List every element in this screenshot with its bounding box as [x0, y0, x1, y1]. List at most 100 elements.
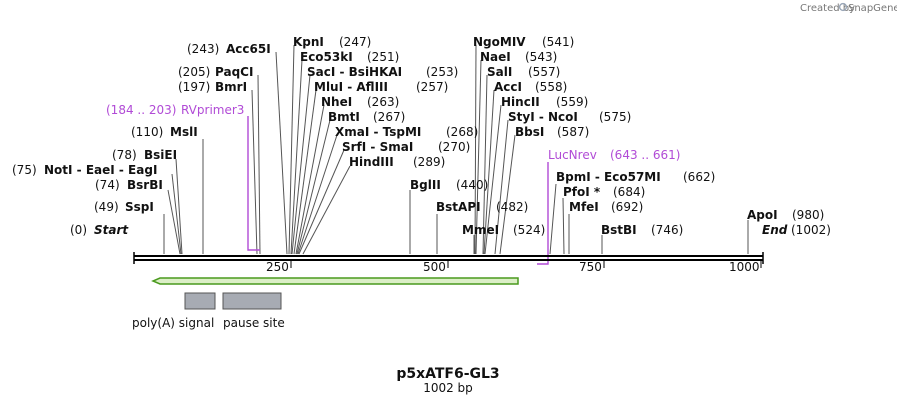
site-paqci-pos: (205)	[178, 65, 210, 79]
leader-kpni	[288, 44, 295, 255]
leader-paqci	[257, 74, 261, 255]
site-styi-name: StyI - NcoI	[508, 110, 578, 124]
ruler-label-750: 750	[579, 260, 602, 274]
site-mfei-pos: (692)	[611, 200, 643, 214]
site-bstbi-pos: (746)	[651, 223, 683, 237]
primer-rvprimer3-bracket	[247, 116, 260, 251]
site-bmti-pos: (267)	[373, 110, 405, 124]
end-label: End	[762, 223, 788, 237]
leader-mlui	[293, 89, 317, 255]
end-position: (1002)	[791, 223, 831, 237]
site-bstapi-pos: (482)	[496, 200, 528, 214]
ruler-ticks	[290, 260, 762, 268]
site-bstbi-name: BstBI	[601, 223, 637, 237]
site-msli-name: MslI	[170, 125, 198, 139]
site-hincii-pos: (559)	[556, 95, 588, 109]
site-sali-pos: (557)	[528, 65, 560, 79]
site-acc65i-pos: (243)	[187, 42, 219, 56]
site-nhei-pos: (263)	[367, 95, 399, 109]
site-naei-name: NaeI	[480, 50, 511, 64]
site-noti-name: NotI - EaeI - EagI	[44, 163, 157, 177]
plasmid-name: p5xATF6-GL3	[396, 366, 499, 382]
site-saci-pos: (253)	[426, 65, 458, 79]
leader-bsrbi	[167, 189, 181, 255]
site-bglii-name: BglII	[410, 178, 441, 192]
feature-polya-signal-label: poly(A) signal	[132, 316, 214, 330]
site-bsrbi-name: BsrBI	[127, 178, 163, 192]
site-bmri-pos: (197)	[178, 80, 210, 94]
site-bbsi-name: BbsI	[515, 125, 544, 139]
primer-rvprimer3-range: (184 .. 203)	[106, 103, 176, 117]
site-mmei-pos: (524)	[513, 223, 545, 237]
primer-lucnrev-bracket	[537, 162, 549, 265]
feature-pause-site-label: pause site	[223, 316, 285, 330]
feature-pause-site-box	[222, 292, 282, 310]
site-mlui-pos: (257)	[416, 80, 448, 94]
site-sspi-name: SspI	[125, 200, 154, 214]
ruler-label-1000: 1000	[729, 260, 760, 274]
leader-acci	[483, 89, 495, 255]
site-noti-pos: (75)	[12, 163, 37, 177]
site-srfi-pos: (270)	[438, 140, 470, 154]
site-ngomiv-pos: (541)	[542, 35, 574, 49]
snapgene-logo-icon	[838, 2, 848, 12]
site-hindiii-name: HindIII	[349, 155, 394, 169]
leader-bpmi	[549, 183, 557, 255]
site-apoi-name: ApoI	[747, 208, 778, 222]
site-leader-lines	[163, 44, 749, 255]
leader-styi	[494, 119, 509, 255]
site-styi-pos: (575)	[599, 110, 631, 124]
site-bpmi-pos: (662)	[683, 170, 715, 184]
start-label: Start	[94, 223, 129, 237]
site-acci-name: AccI	[494, 80, 522, 94]
site-nhei-name: NheI	[321, 95, 352, 109]
site-apoi-pos: (980)	[792, 208, 824, 222]
feature-polya-signal-box	[184, 292, 216, 310]
leader-bsiei	[175, 158, 183, 255]
site-xmai-pos: (268)	[446, 125, 478, 139]
ruler-label-500: 500	[423, 260, 446, 274]
site-bbsi-pos: (587)	[557, 125, 589, 139]
site-ngomiv-name: NgoMIV	[473, 35, 526, 49]
leader-hindiii	[302, 165, 351, 255]
leader-ngomiv	[474, 44, 477, 255]
site-sali-name: SalI	[487, 65, 512, 79]
ruler-label-250: 250	[266, 260, 289, 274]
reverse-feature-arrow	[151, 277, 519, 285]
leader-bmti	[296, 119, 331, 255]
site-bsiei-pos: (78)	[112, 148, 137, 162]
leader-srfi	[298, 149, 345, 255]
site-mlui-name: MluI - AflIII	[314, 80, 388, 94]
leader-bmri	[251, 89, 258, 255]
site-mfei-name: MfeI	[569, 200, 599, 214]
site-xmai-name: XmaI - TspMI	[335, 125, 421, 139]
leader-xmai	[297, 134, 338, 255]
leader-naei	[475, 59, 482, 255]
site-acci-pos: (558)	[535, 80, 567, 94]
leader-pfoi	[562, 197, 565, 255]
plasmid-length: 1002 bp	[423, 381, 473, 395]
leader-eco53ki	[290, 59, 303, 255]
site-pfoi-pos: (684)	[613, 185, 645, 199]
site-kpni-pos: (247)	[339, 35, 371, 49]
leader-sali	[482, 74, 488, 255]
leader-noti	[171, 173, 182, 255]
leader-bbsi	[499, 134, 516, 255]
credit-prefix: Created by	[800, 3, 855, 14]
site-bglii-pos: (440)	[456, 178, 488, 192]
site-bsrbi-pos: (74)	[95, 178, 120, 192]
site-bpmi-name: BpmI - Eco57MI	[556, 170, 661, 184]
site-saci-name: SacI - BsiHKAI	[307, 65, 402, 79]
leader-hincii	[484, 104, 502, 255]
site-naei-pos: (543)	[525, 50, 557, 64]
site-bstapi-name: BstAPI	[436, 200, 481, 214]
site-pfoi-name: PfoI *	[563, 185, 601, 199]
primer-rvprimer3-name: RVprimer3	[181, 103, 244, 117]
site-bmti-name: BmtI	[328, 110, 360, 124]
site-eco53ki-pos: (251)	[367, 50, 399, 64]
credit-brand: SnapGene	[848, 3, 897, 14]
primer-lucnrev-name: LucNrev	[548, 148, 597, 162]
site-bsiei-name: BsiEI	[144, 148, 177, 162]
start-position: (0)	[70, 223, 87, 237]
site-acc65i-name: Acc65I	[226, 42, 271, 56]
